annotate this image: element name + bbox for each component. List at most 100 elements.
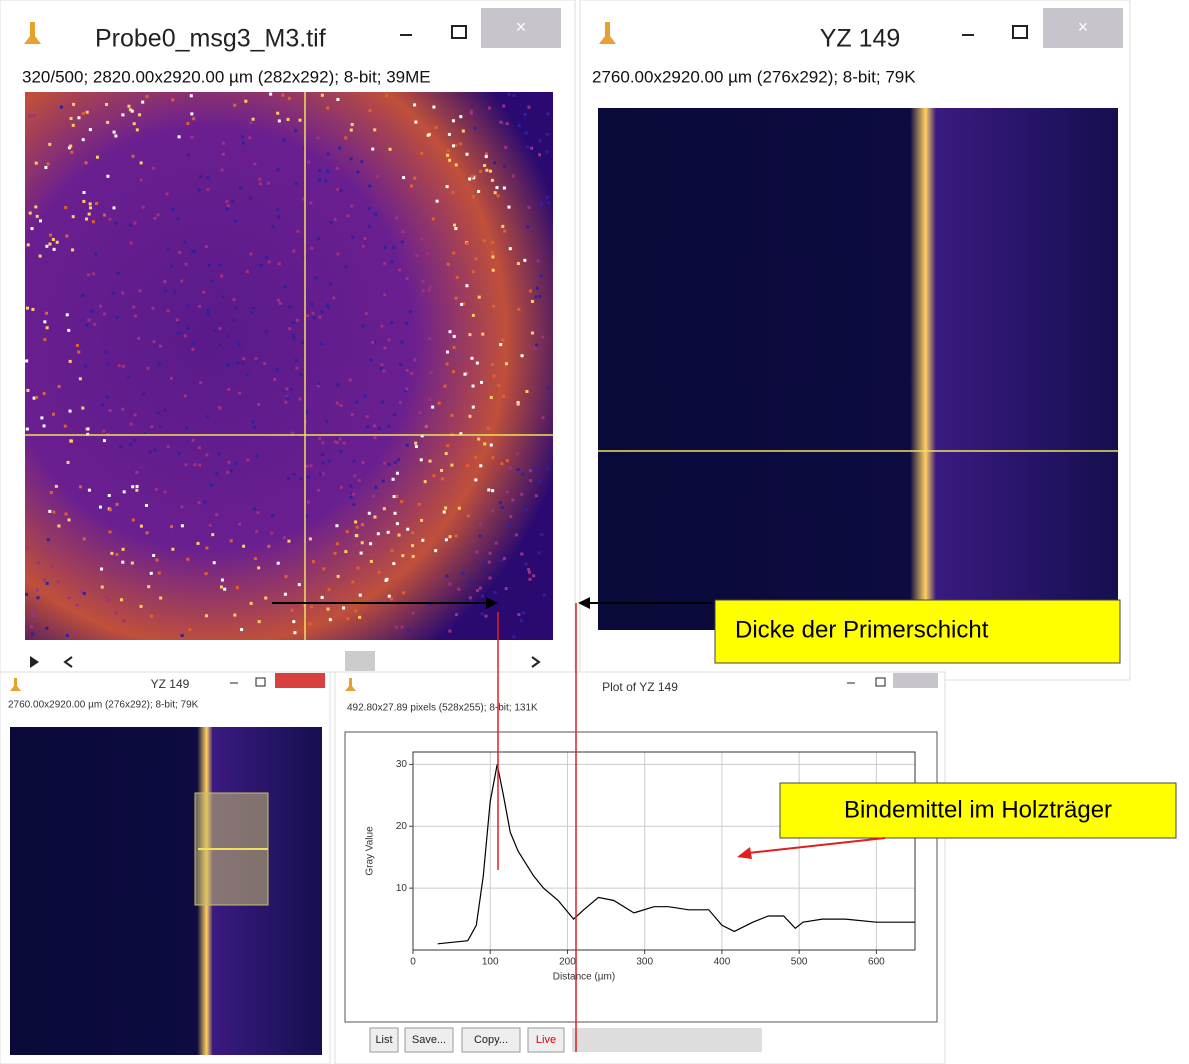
speckle [396, 472, 399, 475]
speckle [180, 505, 183, 508]
speckle [500, 462, 503, 465]
speckle [190, 112, 193, 115]
speckle [368, 207, 371, 210]
speckle [278, 262, 281, 265]
speckle [420, 152, 423, 155]
speckle [79, 485, 82, 488]
speckle [546, 112, 549, 115]
window-title: Probe0_msg3_M3.tif [95, 25, 326, 53]
speckle [220, 585, 223, 588]
speckle [503, 165, 506, 168]
speckle [390, 260, 393, 263]
speckle [444, 385, 447, 388]
speckle [87, 319, 90, 322]
speckle [406, 444, 409, 447]
speckle [506, 122, 509, 125]
speckle [446, 444, 449, 447]
speckle [497, 194, 500, 197]
speckle [267, 545, 270, 548]
speckle [57, 580, 60, 583]
speckle [86, 427, 89, 430]
speckle [119, 445, 122, 448]
speckle [288, 97, 291, 100]
speckle [541, 416, 544, 419]
speckle [487, 488, 490, 491]
speckle [376, 175, 379, 178]
speckle [371, 341, 374, 344]
speckle [330, 221, 333, 224]
speckle [92, 220, 95, 223]
speckle [99, 506, 102, 509]
speckle [547, 202, 550, 205]
speckle [395, 626, 398, 629]
speckle [383, 462, 386, 465]
speckle [292, 337, 295, 340]
y-tick-label: 10 [396, 883, 408, 894]
speckle [503, 557, 506, 560]
speckle [434, 549, 437, 552]
speckle [322, 567, 325, 570]
speckle [492, 269, 495, 272]
speckle [206, 188, 209, 191]
speckle [255, 357, 258, 360]
speckle [520, 553, 523, 556]
speckle [394, 461, 397, 464]
speckle [504, 146, 507, 149]
speckle [459, 115, 462, 118]
speckle [69, 103, 72, 106]
speckle [79, 377, 82, 380]
speckle [81, 407, 84, 410]
speckle [541, 336, 544, 339]
speckle [474, 127, 477, 130]
speckle [533, 468, 536, 471]
speckle [146, 367, 149, 370]
speckle [43, 338, 46, 341]
close-button[interactable] [275, 673, 325, 688]
speckle [480, 381, 483, 384]
speckle [335, 524, 338, 527]
speckle [134, 315, 137, 318]
speckle [283, 138, 286, 141]
speckle [105, 103, 108, 106]
speckle [135, 471, 138, 474]
speckle [452, 144, 455, 147]
button-label: Save... [412, 1034, 446, 1046]
speckle [64, 425, 67, 428]
speckle [192, 117, 195, 120]
speckle [152, 167, 155, 170]
speckle [329, 618, 332, 621]
window-title: YZ 149 [820, 25, 901, 53]
speckle [45, 245, 48, 248]
speckle [222, 153, 225, 156]
speckle [95, 202, 98, 205]
speckle [472, 385, 475, 388]
speckle [324, 180, 327, 183]
speckle [255, 454, 258, 457]
speckle [288, 327, 291, 330]
speckle [362, 325, 365, 328]
speckle [221, 578, 224, 581]
speckle [336, 98, 339, 101]
speckle [250, 311, 253, 314]
speckle [530, 147, 533, 150]
image-canvas [10, 727, 322, 1055]
speckle [158, 362, 161, 365]
speckle [485, 169, 488, 172]
speckle [32, 114, 35, 117]
speckle [198, 446, 201, 449]
speckle [373, 424, 376, 427]
speckle [106, 121, 109, 124]
speckle [246, 270, 249, 273]
scroll-thumb[interactable] [345, 651, 375, 671]
speckle [199, 381, 202, 384]
speckle [525, 131, 528, 134]
close-button[interactable] [893, 673, 938, 688]
speckle [291, 334, 294, 337]
window-plot: Plot of YZ 149 492.80x27.89 pixels (528x… [335, 672, 945, 1064]
speckle [172, 208, 175, 211]
speckle [395, 495, 398, 498]
speckle [90, 310, 93, 313]
speckle [305, 410, 308, 413]
speckle [351, 413, 354, 416]
speckle [230, 539, 233, 542]
